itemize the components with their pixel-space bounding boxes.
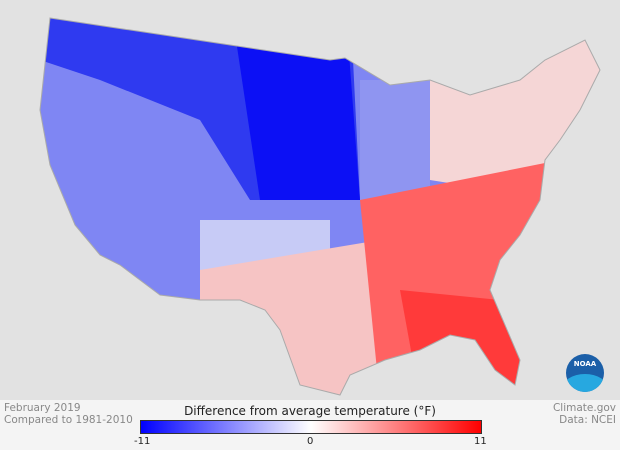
data-credit: Data: NCEI — [559, 414, 616, 426]
source-credit: Climate.gov — [552, 402, 616, 414]
noaa-logo-text: NOAA — [573, 360, 597, 368]
period-label: February 2019 — [4, 402, 81, 414]
legend-min-label: -11 — [134, 436, 151, 447]
region-midwest — [360, 80, 430, 200]
legend-title: Difference from average temperature (°F) — [184, 404, 436, 418]
legend-max-label: 11 — [474, 436, 487, 447]
noaa-logo: NOAA — [566, 354, 604, 392]
us-outline — [39, 17, 601, 396]
legend-mid-label: 0 — [307, 436, 314, 447]
color-scale-bar — [140, 420, 482, 434]
baseline-label: Compared to 1981-2010 — [4, 414, 133, 426]
temperature-anomaly-map — [0, 0, 620, 400]
